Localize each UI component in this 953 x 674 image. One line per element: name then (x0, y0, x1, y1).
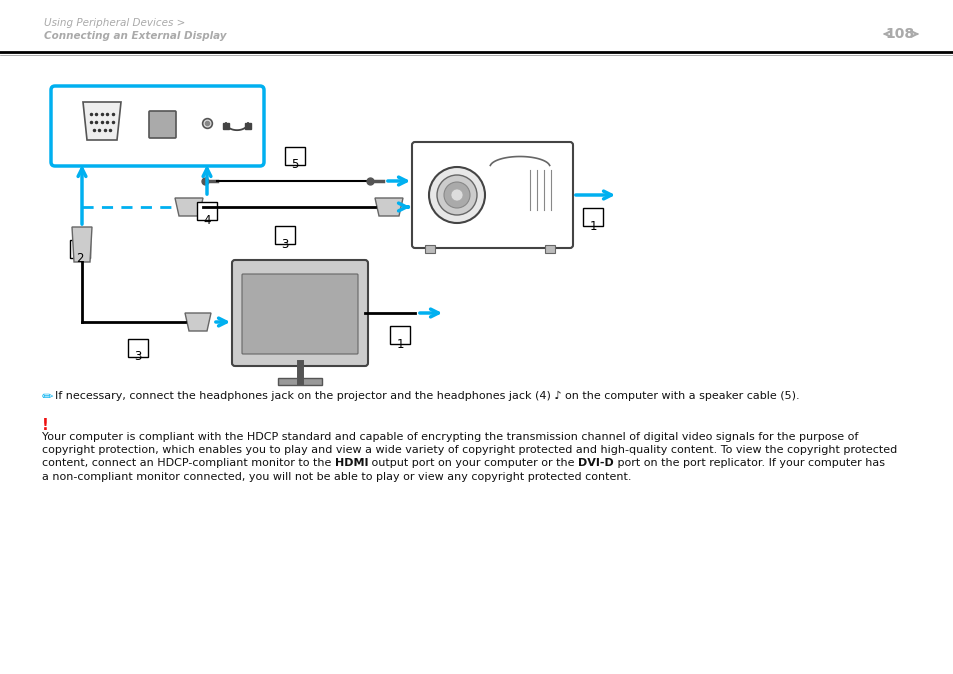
FancyBboxPatch shape (242, 274, 357, 354)
Text: 1: 1 (589, 220, 597, 233)
FancyBboxPatch shape (232, 260, 368, 366)
Text: copyright protection, which enables you to play and view a wide variety of copyr: copyright protection, which enables you … (42, 445, 897, 455)
Polygon shape (83, 102, 121, 140)
FancyBboxPatch shape (70, 240, 90, 258)
FancyBboxPatch shape (582, 208, 602, 226)
Text: port on the port replicator. If your computer has: port on the port replicator. If your com… (614, 458, 884, 468)
Text: HDMI: HDMI (335, 458, 368, 468)
Text: !: ! (42, 418, 49, 433)
FancyBboxPatch shape (128, 339, 148, 357)
Bar (544, 245, 555, 253)
Text: Connecting an External Display: Connecting an External Display (44, 31, 226, 41)
Text: 108: 108 (884, 27, 914, 41)
Text: Your computer is compliant with the HDCP standard and capable of encrypting the : Your computer is compliant with the HDCP… (42, 431, 858, 441)
Polygon shape (185, 313, 211, 331)
Bar (277, 378, 322, 385)
Text: ✏: ✏ (42, 390, 53, 404)
Polygon shape (71, 227, 91, 262)
Circle shape (451, 189, 462, 201)
Bar (424, 245, 435, 253)
Text: 5: 5 (291, 158, 298, 171)
Text: 1: 1 (395, 338, 403, 350)
FancyBboxPatch shape (149, 111, 175, 138)
Circle shape (443, 182, 470, 208)
Text: DVI-D: DVI-D (578, 458, 614, 468)
Text: Using Peripheral Devices >: Using Peripheral Devices > (44, 18, 185, 28)
FancyBboxPatch shape (51, 86, 264, 166)
Circle shape (436, 175, 476, 215)
Polygon shape (375, 198, 402, 216)
Text: a non-compliant monitor connected, you will not be able to play or view any copy: a non-compliant monitor connected, you w… (42, 472, 631, 482)
FancyBboxPatch shape (390, 326, 410, 344)
Polygon shape (174, 198, 203, 216)
Circle shape (429, 167, 484, 223)
Text: If necessary, connect the headphones jack on the projector and the headphones ja: If necessary, connect the headphones jac… (55, 391, 799, 401)
Text: 3: 3 (134, 350, 142, 363)
Text: output port on your computer or the: output port on your computer or the (368, 458, 578, 468)
Text: 2: 2 (76, 251, 84, 264)
FancyBboxPatch shape (274, 226, 294, 244)
FancyBboxPatch shape (196, 202, 216, 220)
Text: 3: 3 (281, 237, 289, 251)
FancyBboxPatch shape (412, 142, 573, 248)
Text: 4: 4 (203, 214, 211, 226)
FancyBboxPatch shape (285, 147, 305, 165)
Text: content, connect an HDCP-compliant monitor to the: content, connect an HDCP-compliant monit… (42, 458, 335, 468)
